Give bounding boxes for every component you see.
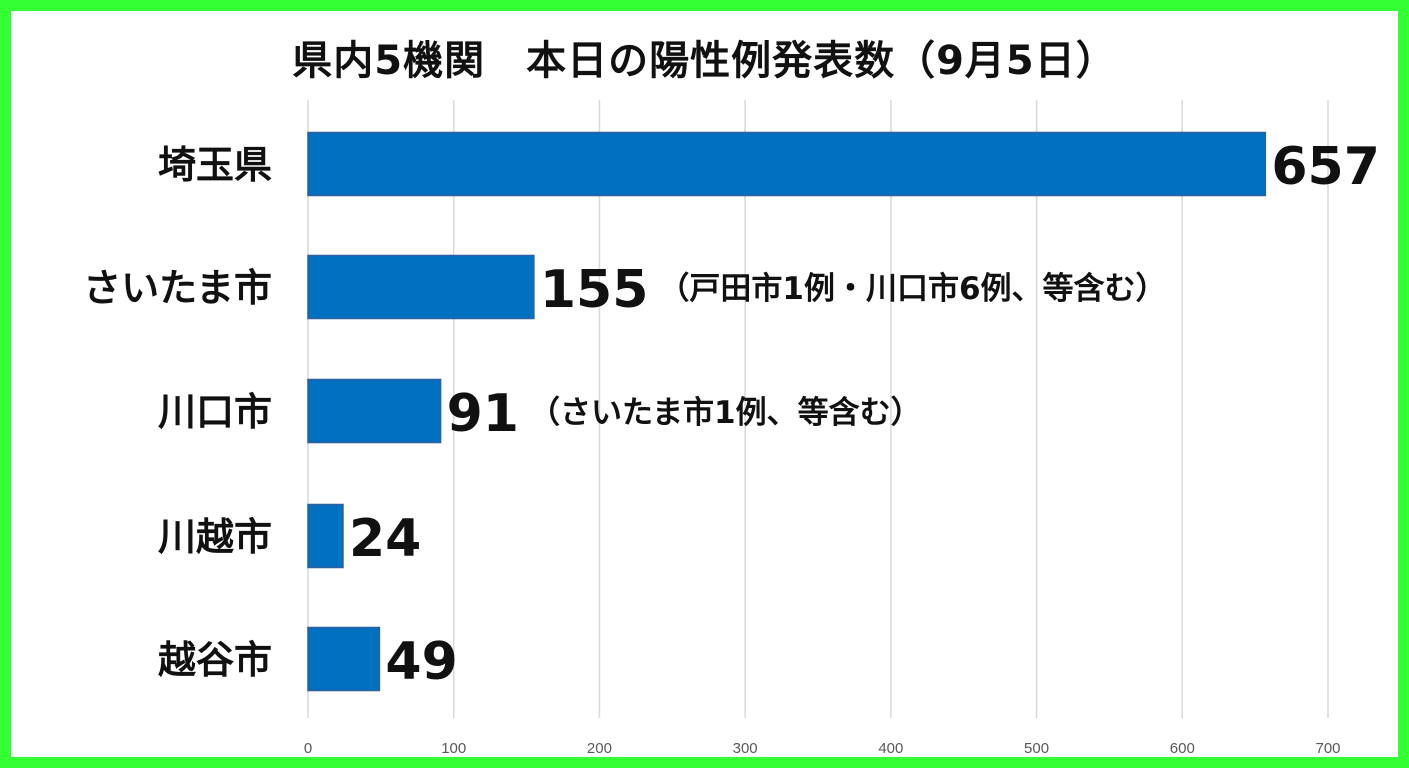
x-tick-label: 200: [587, 740, 612, 757]
x-tick-label: 600: [1170, 740, 1195, 757]
category-label: 川越市: [158, 515, 272, 559]
bar: [307, 503, 344, 569]
category-label: 越谷市: [158, 638, 272, 682]
category-label: さいたま市: [83, 266, 272, 310]
bar: [307, 626, 381, 692]
bar: [307, 254, 535, 320]
x-tick-label: 0: [304, 740, 312, 757]
value-label: 24: [349, 509, 421, 569]
x-tick-label: 400: [878, 740, 903, 757]
x-tick-label: 500: [1024, 740, 1049, 757]
value-label: 155: [540, 260, 649, 320]
value-label: 657: [1271, 137, 1380, 197]
x-tick-label: 700: [1315, 740, 1340, 757]
annotation-label: （戸田市1例・川口市6例、等含む）: [658, 271, 1166, 307]
x-tick-label: 100: [441, 740, 466, 757]
chart-title: 県内5機関 本日の陽性例発表数（9月5日）: [292, 38, 1117, 84]
bar: [307, 131, 1267, 197]
category-label: 埼玉県: [158, 143, 272, 187]
bar: [307, 378, 442, 444]
value-label: 49: [385, 632, 457, 692]
category-label: 川口市: [158, 390, 272, 434]
value-label: 91: [447, 384, 519, 444]
annotation-label: （さいたま市1例、等含む）: [529, 395, 922, 431]
x-tick-label: 300: [733, 740, 758, 757]
